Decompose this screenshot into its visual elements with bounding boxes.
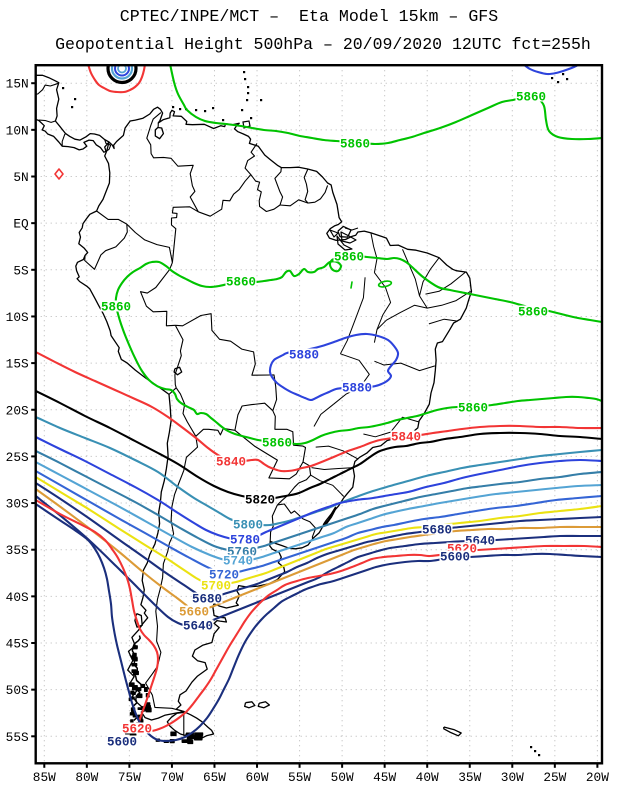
svg-text:25W: 25W (543, 770, 566, 785)
svg-text:40W: 40W (416, 770, 439, 785)
svg-text:5880: 5880 (289, 348, 319, 362)
svg-text:5740: 5740 (223, 554, 253, 568)
svg-text:55W: 55W (288, 770, 311, 785)
svg-text:15S: 15S (6, 357, 29, 372)
svg-text:5720: 5720 (209, 568, 239, 582)
svg-text:5860: 5860 (518, 305, 548, 319)
svg-text:5860: 5860 (458, 401, 488, 415)
svg-text:35W: 35W (458, 770, 481, 785)
svg-text:5840: 5840 (391, 430, 421, 444)
svg-text:5840: 5840 (216, 455, 246, 469)
svg-text:75W: 75W (118, 770, 141, 785)
svg-text:5680: 5680 (422, 523, 452, 537)
svg-text:EQ: EQ (13, 217, 29, 232)
svg-text:60W: 60W (246, 770, 269, 785)
svg-text:5700: 5700 (201, 579, 231, 593)
svg-text:5680: 5680 (192, 592, 222, 606)
svg-text:5800: 5800 (233, 518, 263, 532)
svg-text:10N: 10N (6, 123, 29, 138)
svg-text:5880: 5880 (342, 381, 372, 395)
svg-text:5S: 5S (13, 263, 29, 278)
svg-text:25S: 25S (6, 450, 29, 465)
svg-text:5860: 5860 (262, 436, 292, 450)
svg-text:10S: 10S (6, 310, 29, 325)
svg-text:50W: 50W (331, 770, 354, 785)
svg-text:CPTEC/INPE/MCT – Eta Model 15: CPTEC/INPE/MCT – Eta Model 15km – GFS (120, 7, 498, 26)
svg-text:Geopotential Height 500hPa – 2: Geopotential Height 500hPa – 20/09/2020 … (55, 35, 591, 54)
svg-text:5600: 5600 (107, 735, 137, 749)
svg-text:40S: 40S (6, 590, 29, 605)
svg-text:35S: 35S (6, 543, 29, 558)
svg-text:5620: 5620 (122, 722, 152, 736)
svg-text:5600: 5600 (440, 550, 470, 564)
svg-text:5780: 5780 (230, 533, 260, 547)
svg-text:5860: 5860 (226, 275, 256, 289)
svg-text:5860: 5860 (516, 90, 546, 104)
svg-text:20W: 20W (586, 770, 609, 785)
svg-text:85W: 85W (33, 770, 56, 785)
svg-text:15N: 15N (6, 77, 29, 92)
svg-text:5860: 5860 (334, 250, 364, 264)
svg-text:20S: 20S (6, 403, 29, 418)
svg-text:50S: 50S (6, 683, 29, 698)
svg-text:30W: 30W (501, 770, 524, 785)
svg-text:5860: 5860 (101, 300, 131, 314)
svg-text:65W: 65W (203, 770, 226, 785)
svg-text:5820: 5820 (245, 493, 275, 507)
svg-text:5660: 5660 (179, 605, 209, 619)
svg-text:55S: 55S (6, 730, 29, 745)
svg-text:5860: 5860 (340, 137, 370, 151)
svg-text:5640: 5640 (183, 619, 213, 633)
svg-text:45W: 45W (373, 770, 396, 785)
svg-text:70W: 70W (160, 770, 183, 785)
svg-text:80W: 80W (75, 770, 98, 785)
svg-text:30S: 30S (6, 497, 29, 512)
svg-text:45S: 45S (6, 637, 29, 652)
svg-text:5N: 5N (13, 170, 28, 185)
